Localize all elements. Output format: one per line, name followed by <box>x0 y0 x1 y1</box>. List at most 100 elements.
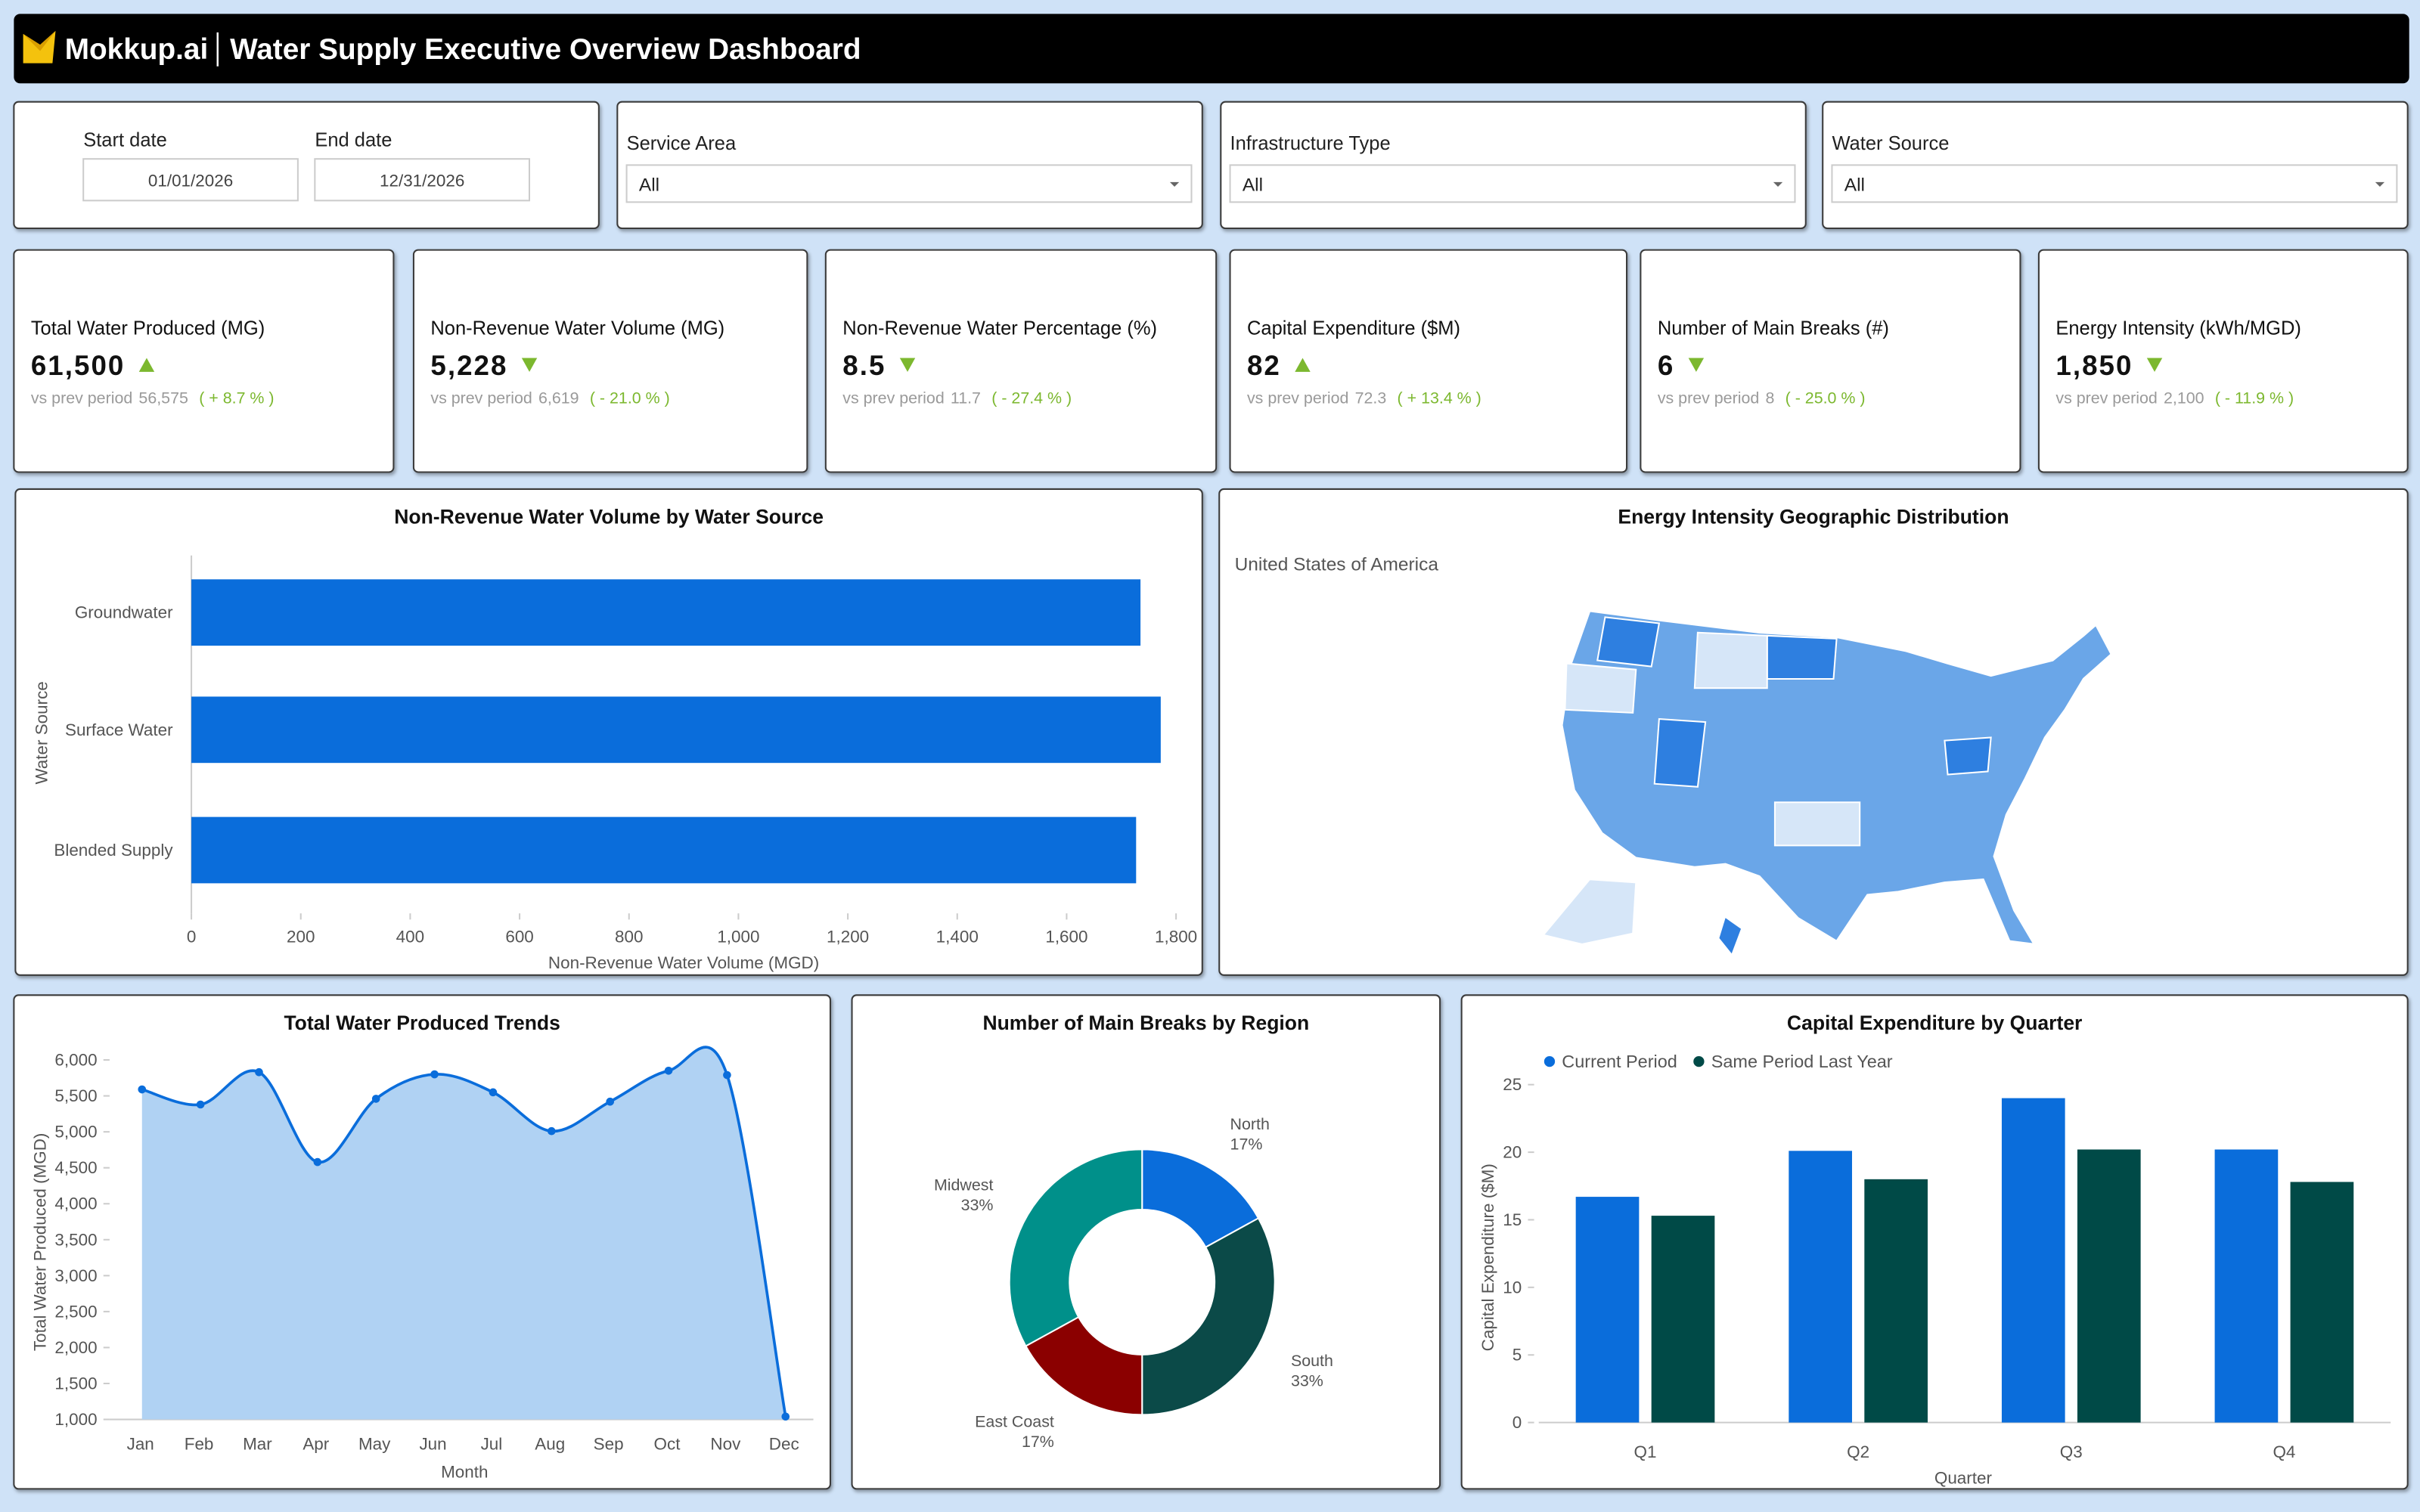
dropdown-caret <box>2375 181 2385 187</box>
y-tick-label: 20 <box>1503 1143 1522 1162</box>
chart-title: Number of Main Breaks by Region <box>982 1012 1309 1034</box>
x-tick-label: Jun <box>419 1435 446 1454</box>
dropdown-caret <box>1773 181 1783 187</box>
bar <box>2001 1098 2065 1423</box>
map-shape <box>1541 631 1861 946</box>
trend-arrow <box>521 358 538 372</box>
x-tick-label: Q3 <box>2060 1442 2083 1461</box>
x-tick-label: Apr <box>302 1435 329 1454</box>
date-input[interactable] <box>82 158 299 202</box>
kpi-previous: 6,619 <box>538 389 579 407</box>
y-tick-label: 5,000 <box>54 1123 97 1142</box>
chart-title: Capital Expenditure by Quarter <box>1787 1012 2082 1034</box>
slice-value-label: 17% <box>1230 1135 1263 1153</box>
point <box>255 1067 263 1077</box>
trend-arrow <box>138 358 155 372</box>
y-tick-label: 15 <box>1503 1210 1522 1229</box>
bar <box>1575 1197 1640 1423</box>
logo-text: Mokkup.ai <box>65 33 209 66</box>
bar <box>1864 1179 1928 1423</box>
x-tick-label: Q4 <box>2273 1442 2295 1461</box>
dropdown[interactable] <box>1229 164 1796 203</box>
kpi-compare-label: vs prev period <box>2055 389 2157 407</box>
card <box>2037 249 2409 473</box>
trend-arrow <box>2146 358 2163 372</box>
date-value: 01/01/2026 <box>148 171 233 190</box>
kpi-title: Total Water Produced (MG) <box>31 318 265 339</box>
x-tick-label: Jul <box>481 1435 503 1454</box>
dropdown-label: Water Source <box>1832 133 1949 154</box>
dropdown-value: All <box>1243 175 1263 195</box>
kpi-value: 5,228 <box>430 350 507 381</box>
y-tick-label: Groundwater <box>75 603 173 622</box>
y-tick-label: 5,500 <box>54 1086 97 1105</box>
kpi-compare-label: vs prev period <box>842 389 944 407</box>
kpi-change: ( + 13.4 % ) <box>1398 389 1481 407</box>
point <box>606 1097 614 1106</box>
kpi-value: 82 <box>1247 350 1281 381</box>
logo-icon-fold <box>23 30 56 51</box>
map-shape <box>1596 616 1992 788</box>
bar <box>191 816 1137 884</box>
bar <box>1789 1151 1852 1423</box>
axis-title: Water Source <box>33 681 51 784</box>
map-shape <box>1719 918 1742 954</box>
axis-title: Non-Revenue Water Volume (MGD) <box>548 953 819 972</box>
kpi-compare-label: vs prev period <box>1247 389 1348 407</box>
date-value: 12/31/2026 <box>380 171 464 190</box>
legend-label: Same Period Last Year <box>1711 1052 1893 1071</box>
x-tick-label: Jan <box>127 1435 154 1454</box>
chart-title: Non-Revenue Water Volume by Water Source <box>394 506 824 528</box>
kpi-title: Number of Main Breaks (#) <box>1658 318 1889 339</box>
kpi-compare-label: vs prev period <box>1658 389 1759 407</box>
x-tick-label: Q1 <box>1634 1442 1657 1461</box>
x-tick-label: 1,400 <box>936 927 979 946</box>
x-tick-label: 400 <box>396 927 424 946</box>
x-tick-label: Dec <box>769 1435 799 1454</box>
bar <box>191 696 1161 764</box>
donut-slice <box>1141 1216 1276 1416</box>
kpi-previous: 72.3 <box>1355 389 1387 407</box>
axis-title: Total Water Produced (MGD) <box>31 1133 50 1351</box>
bar <box>2214 1149 2279 1423</box>
kpi-change: ( + 8.7 % ) <box>199 389 274 407</box>
point <box>723 1070 731 1080</box>
slice-label: South <box>1291 1352 1333 1370</box>
x-tick-label: 600 <box>505 927 533 946</box>
kpi-value: 8.5 <box>842 350 886 381</box>
kpi-previous: 2,100 <box>2164 389 2204 407</box>
x-tick-label: 0 <box>187 927 196 946</box>
point <box>781 1412 790 1421</box>
x-tick-label: 1,200 <box>827 927 869 946</box>
kpi-title: Non-Revenue Water Percentage (%) <box>842 318 1157 339</box>
bar <box>2077 1149 2141 1423</box>
x-tick-label: 200 <box>287 927 315 946</box>
kpi-compare-label: vs prev period <box>31 389 132 407</box>
y-tick-label: 5 <box>1512 1346 1522 1365</box>
date-input[interactable] <box>314 158 531 202</box>
y-tick-label: 2,000 <box>54 1338 97 1357</box>
point <box>196 1100 205 1109</box>
chart-title: Total Water Produced Trends <box>284 1012 560 1034</box>
trend-arrow <box>1688 358 1705 372</box>
dropdown[interactable] <box>625 164 1193 203</box>
map-shape <box>1561 609 2113 946</box>
x-tick-label: 1,800 <box>1155 927 1197 946</box>
header-bar <box>14 14 2409 84</box>
slice-label: Midwest <box>934 1176 994 1194</box>
y-tick-label: 6,000 <box>54 1051 97 1070</box>
bar <box>1651 1216 1715 1423</box>
trend-arrow <box>899 358 916 372</box>
axis-title: Quarter <box>1934 1469 1993 1488</box>
x-tick-label: 1,000 <box>717 927 759 946</box>
card <box>851 994 1441 1490</box>
kpi-previous: 11.7 <box>951 389 981 407</box>
y-tick-label: 3,000 <box>54 1266 97 1285</box>
dropdown[interactable] <box>1831 164 2398 203</box>
kpi-title: Non-Revenue Water Volume (MG) <box>430 318 724 339</box>
slice-label: East Coast <box>975 1412 1054 1430</box>
dashboard-title: Water Supply Executive Overview Dashboar… <box>230 33 861 66</box>
slice-value-label: 17% <box>1022 1433 1054 1451</box>
dropdown-caret <box>1169 181 1180 187</box>
kpi-change: ( - 21.0 % ) <box>590 389 670 407</box>
